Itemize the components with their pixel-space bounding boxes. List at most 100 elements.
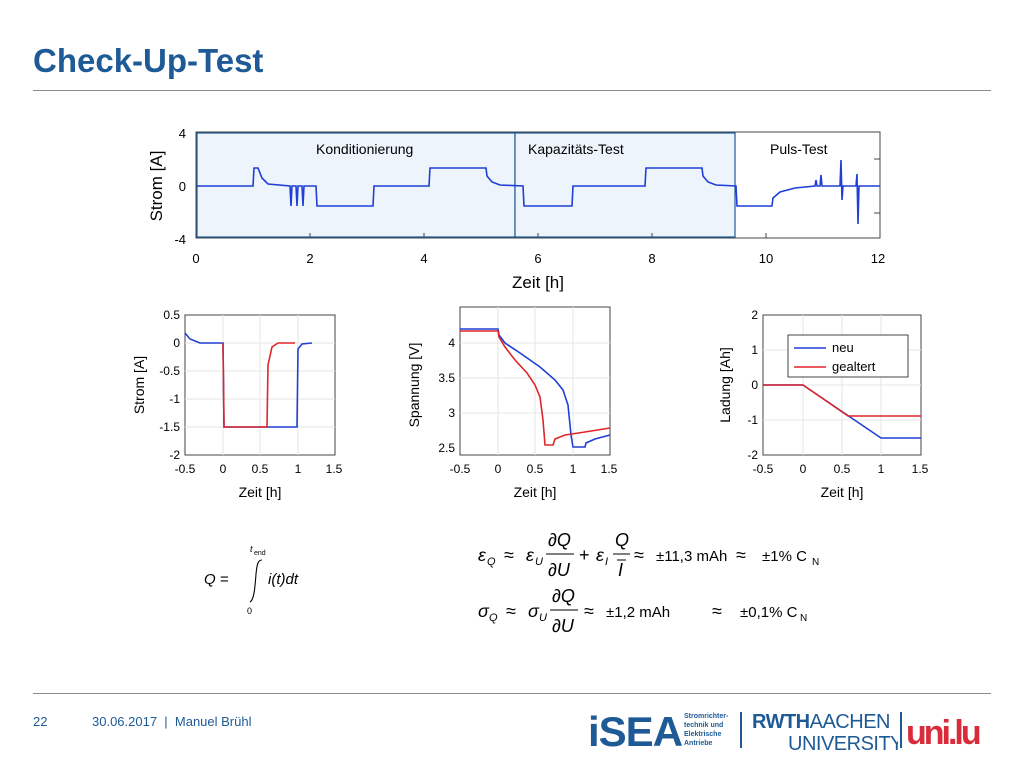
svg-text:≈: ≈	[736, 545, 746, 565]
top-ylabel: Strom [A]	[147, 151, 166, 222]
rwth-logo: RWTHAACHEN UNIVERSITY	[752, 711, 898, 754]
title-divider	[33, 90, 991, 91]
eps-rel-value: ±1% C	[762, 548, 807, 565]
svg-text:σ: σ	[528, 601, 540, 621]
svg-text:0: 0	[247, 606, 252, 616]
ladung-xtick: 1	[878, 462, 885, 476]
svg-text:ε: ε	[596, 545, 605, 565]
spannung-xtick: -0.5	[450, 462, 471, 476]
ladung-xtick: 0.5	[834, 462, 851, 476]
ladung-ytick: 2	[751, 308, 758, 322]
top-current-chart: Konditionierung Kapazitäts-Test Puls-Tes…	[147, 126, 885, 292]
svg-text:≈: ≈	[634, 545, 644, 565]
svg-text:=: =	[220, 571, 229, 588]
strom-xlabel: Zeit [h]	[239, 484, 282, 500]
svg-text:technik und: technik und	[684, 722, 723, 729]
isea-logo: iSEA Stromrichter- technik und Elektrisc…	[588, 708, 729, 754]
strom-ytick: -1	[169, 392, 180, 406]
svg-text:Q: Q	[489, 612, 498, 624]
sigma-rel-sub: N	[800, 613, 807, 624]
strom-ytick: 0.5	[163, 308, 180, 322]
svg-text:U: U	[539, 612, 547, 624]
svg-text:≈: ≈	[584, 601, 594, 621]
logo-separator	[740, 712, 742, 748]
ladung-ytick: 0	[751, 378, 758, 392]
top-ytick-neg4: -4	[174, 232, 186, 247]
svg-text:∂U: ∂U	[548, 560, 571, 580]
svg-text:+: +	[579, 545, 590, 565]
svg-text:≈: ≈	[504, 545, 514, 565]
strom-xtick: 0	[220, 462, 227, 476]
svg-text:RWTHAACHEN: RWTHAACHEN	[752, 711, 890, 733]
svg-text:∂Q: ∂Q	[548, 530, 571, 550]
spannung-gealtert-trace	[460, 330, 611, 446]
ladung-ytick: 1	[751, 343, 758, 357]
section-label-kapazitaets-test: Kapazitäts-Test	[528, 141, 624, 157]
spannung-xlabel: Zeit [h]	[514, 484, 557, 500]
ladung-ytick: -1	[747, 413, 758, 427]
svg-text:t: t	[250, 544, 253, 554]
logo-separator	[900, 712, 902, 748]
spannung-ytick: 4	[448, 336, 455, 350]
svg-text:ε: ε	[526, 545, 535, 565]
strom-trace	[197, 159, 880, 225]
svg-text:U: U	[535, 556, 543, 568]
ladung-xlabel: Zeit [h]	[821, 484, 864, 500]
top-xtick: 12	[871, 251, 885, 266]
ladung-chart: neu gealtert 2 1 0 -1 -2 -0.5 0 0.5 1 1.…	[717, 308, 929, 500]
svg-text:end: end	[254, 550, 266, 557]
svg-text:Q: Q	[204, 571, 216, 588]
svg-text:∂U: ∂U	[552, 616, 575, 636]
legend-gealtert: gealtert	[832, 359, 876, 374]
top-xtick: 6	[534, 251, 541, 266]
section-konditionierung	[196, 132, 516, 238]
ladung-xtick: 1.5	[912, 462, 929, 476]
top-ytick-4: 4	[179, 126, 186, 141]
spannung-neu-trace	[460, 328, 611, 448]
strom-xtick: 1.5	[326, 462, 343, 476]
eps-rel-sub: N	[812, 557, 819, 568]
spannung-ytick: 2.5	[438, 441, 455, 455]
strom-xtick: 1	[295, 462, 302, 476]
strom-ytick: -0.5	[159, 364, 180, 378]
top-xtick: 4	[420, 251, 427, 266]
date-author: 30.06.2017 | Manuel Brühl	[92, 714, 252, 729]
svg-text:σ: σ	[478, 601, 490, 621]
spannung-xtick: 0	[495, 462, 502, 476]
top-xlabel: Zeit [h]	[512, 273, 564, 292]
legend-neu: neu	[832, 340, 854, 355]
strom-xtick: -0.5	[175, 462, 196, 476]
ladung-xtick: 0	[800, 462, 807, 476]
section-kapazitaets-test	[514, 132, 736, 238]
section-label-konditionierung: Konditionierung	[316, 141, 413, 157]
spannung-chart: 4 3.5 3 2.5 -0.5 0 0.5 1 1.5 Zeit [h] Sp…	[406, 306, 618, 500]
strom-ylabel: Strom [A]	[131, 356, 147, 414]
strom-chart: 0.5 0 -0.5 -1 -1.5 -2 -0.5 0 0.5 1 1.5 Z…	[131, 308, 343, 500]
spannung-ytick: 3.5	[438, 371, 455, 385]
strom-ytick: -2	[169, 448, 180, 462]
svg-text:i(t)dt: i(t)dt	[268, 571, 299, 588]
svg-text:iSEA: iSEA	[588, 708, 683, 754]
section-label-puls-test: Puls-Test	[770, 141, 828, 157]
strom-ytick: -1.5	[159, 420, 180, 434]
sigma-abs-value: ±1,2 mAh	[606, 604, 670, 621]
strom-xtick: 0.5	[252, 462, 269, 476]
svg-text:≈: ≈	[506, 601, 516, 621]
svg-text:I: I	[605, 556, 608, 568]
svg-text:Elektrische: Elektrische	[684, 731, 721, 738]
svg-text:∂Q: ∂Q	[552, 586, 575, 606]
svg-text:I: I	[618, 560, 623, 580]
spannung-ylabel: Spannung [V]	[406, 343, 422, 428]
ladung-gealtert-trace	[763, 384, 921, 417]
unilu-logo: uni.lu	[906, 714, 983, 752]
svg-text:UNIVERSITY: UNIVERSITY	[788, 733, 898, 754]
svg-text:uni.lu: uni.lu	[906, 714, 980, 752]
svg-text:Antriebe: Antriebe	[684, 740, 713, 747]
page-number: 22	[33, 714, 48, 729]
strom-gealtert-trace	[222, 342, 295, 428]
ladung-legend	[787, 334, 909, 378]
eps-abs-value: ±11,3 mAh	[656, 548, 727, 565]
top-xtick: 2	[306, 251, 313, 266]
